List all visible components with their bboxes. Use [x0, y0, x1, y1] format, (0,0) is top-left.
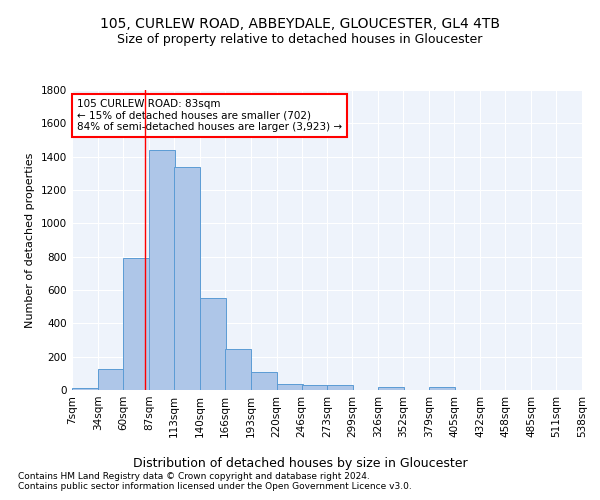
Text: Contains HM Land Registry data © Crown copyright and database right 2024.: Contains HM Land Registry data © Crown c…	[18, 472, 370, 481]
Text: Contains public sector information licensed under the Open Government Licence v3: Contains public sector information licen…	[18, 482, 412, 491]
Bar	[200, 298, 226, 390]
Bar	[123, 258, 149, 390]
Y-axis label: Number of detached properties: Number of detached properties	[25, 152, 35, 328]
Bar	[225, 348, 251, 390]
Bar	[429, 386, 455, 390]
Text: Size of property relative to detached houses in Gloucester: Size of property relative to detached ho…	[118, 32, 482, 46]
Bar	[149, 150, 175, 390]
Bar	[98, 369, 124, 390]
Bar	[251, 372, 277, 390]
Bar	[174, 166, 200, 390]
Bar	[72, 388, 98, 390]
Text: 105, CURLEW ROAD, ABBEYDALE, GLOUCESTER, GL4 4TB: 105, CURLEW ROAD, ABBEYDALE, GLOUCESTER,…	[100, 18, 500, 32]
Text: 105 CURLEW ROAD: 83sqm
← 15% of detached houses are smaller (702)
84% of semi-de: 105 CURLEW ROAD: 83sqm ← 15% of detached…	[77, 99, 342, 132]
Bar	[379, 386, 404, 390]
Bar	[328, 385, 353, 390]
Bar	[277, 384, 302, 390]
Bar	[302, 385, 328, 390]
Text: Distribution of detached houses by size in Gloucester: Distribution of detached houses by size …	[133, 458, 467, 470]
